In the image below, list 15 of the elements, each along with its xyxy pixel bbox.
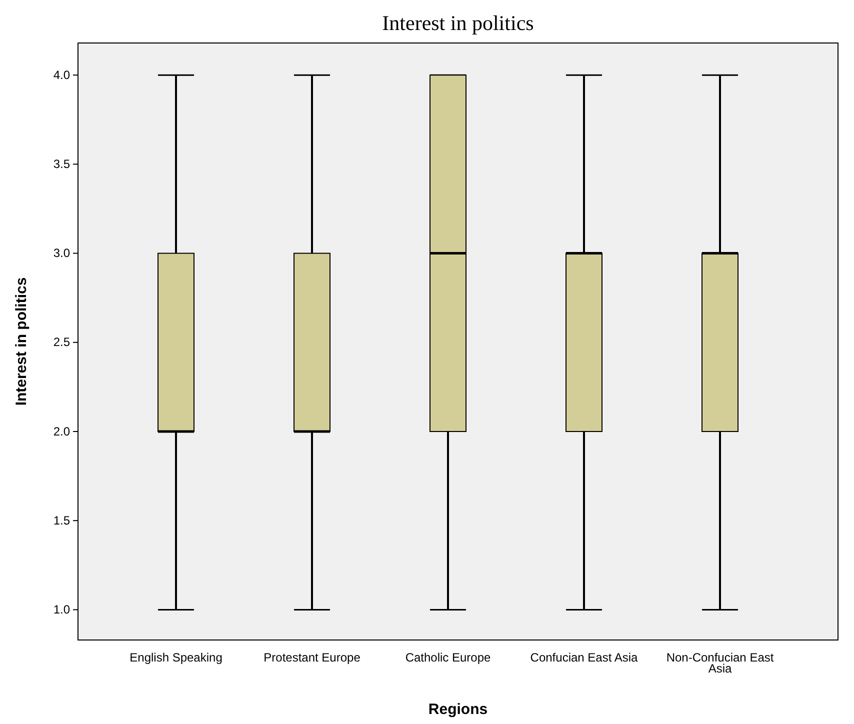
y-tick-label: 4.0 bbox=[53, 68, 70, 82]
y-tick-label: 2.5 bbox=[53, 335, 70, 350]
x-tick-label: English Speaking bbox=[130, 650, 222, 665]
y-tick-label: 3.5 bbox=[53, 157, 70, 172]
x-tick-label: Non-Confucian East Asia bbox=[666, 650, 774, 676]
y-tick-label: 2.0 bbox=[53, 424, 70, 438]
chart-title: Interest in politics bbox=[382, 11, 534, 35]
x-axis-title: Regions bbox=[428, 701, 488, 718]
y-axis-title: Interest in politics bbox=[13, 277, 30, 406]
x-tick-label: Catholic Europe bbox=[405, 650, 492, 665]
y-tick-label: 1.0 bbox=[53, 602, 70, 617]
y-tick-label: 1.5 bbox=[53, 513, 70, 528]
y-tick-label: 3.0 bbox=[53, 246, 70, 260]
x-tick-label: Confucian East Asia bbox=[530, 650, 638, 665]
x-tick-label: Protestant Europe bbox=[264, 650, 361, 665]
